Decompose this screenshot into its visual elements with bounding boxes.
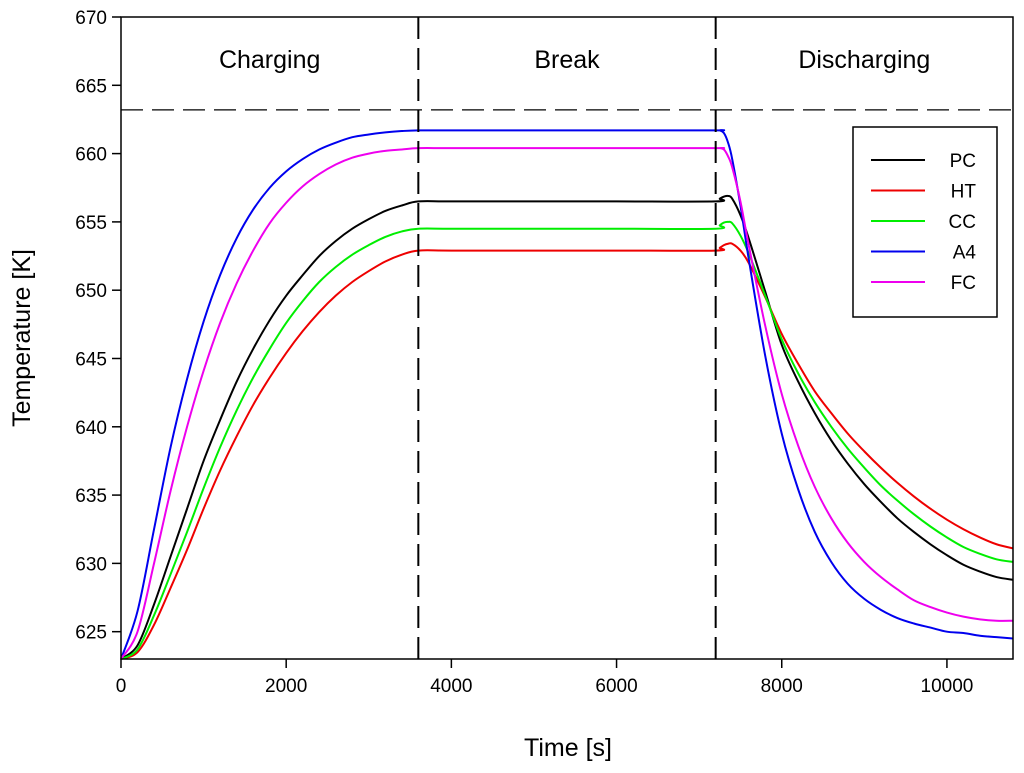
axis-ticks: 0 2000 4000 6000 8000 10000 625 630 635 640 645 650… (75, 8, 973, 697)
y-tick-label: 650 (75, 281, 107, 302)
x-tick-label: 0 (116, 676, 127, 697)
series-line-pc (120, 194, 1014, 660)
y-tick-label: 640 (75, 418, 107, 439)
phase-label-charging: Charging (219, 46, 320, 74)
y-axis-title: Temperature [K] (8, 249, 36, 427)
series-line-fc (120, 147, 1014, 660)
x-tick-label: 2000 (265, 676, 307, 697)
legend-label-fc: FC (951, 273, 976, 294)
y-tick-label: 625 (75, 623, 107, 644)
series-line-a4 (120, 129, 1014, 660)
y-tick-label: 630 (75, 554, 107, 575)
phase-label-break: Break (534, 46, 600, 74)
x-axis-title: Time [s] (524, 734, 612, 762)
phase-label-discharging: Discharging (798, 46, 930, 74)
plot-frame (120, 16, 1014, 660)
legend-label-pc: PC (950, 151, 976, 172)
legend-label-ht: HT (951, 182, 977, 203)
y-tick-label: 645 (75, 349, 107, 370)
chart-annotations: Charging Break Discharging (121, 17, 1013, 659)
series-lines (120, 129, 1014, 660)
x-tick-label: 4000 (430, 676, 472, 697)
legend-label-a4: A4 (953, 243, 977, 264)
x-tick-label: 6000 (595, 676, 637, 697)
x-tick-label: 8000 (761, 676, 803, 697)
x-tick-label: 10000 (921, 676, 974, 697)
legend: PC HT CC A4 FC (852, 126, 998, 318)
y-tick-label: 660 (75, 145, 107, 166)
y-tick-label: 635 (75, 486, 107, 507)
y-tick-label: 665 (75, 76, 107, 97)
y-tick-label: 655 (75, 213, 107, 234)
legend-label-cc: CC (949, 212, 976, 233)
series-line-ht (120, 242, 1014, 660)
y-tick-label: 670 (75, 8, 107, 29)
series-line-cc (120, 220, 1014, 660)
